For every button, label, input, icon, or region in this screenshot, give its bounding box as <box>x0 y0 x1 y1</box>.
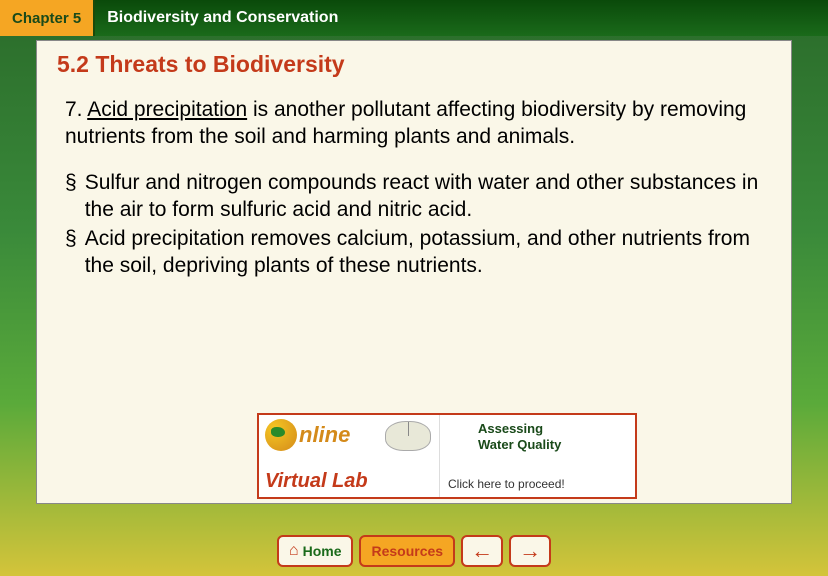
chapter-badge: Chapter 5 <box>0 0 95 36</box>
resources-button[interactable]: Resources <box>359 535 455 567</box>
virtual-lab-box[interactable]: nline Virtual Lab Assessing Water Qualit… <box>257 413 637 499</box>
home-icon: ⌂ <box>289 542 299 560</box>
arrow-left-icon: ← <box>471 538 493 564</box>
bullet-text: Acid precipitation removes calcium, pota… <box>85 225 771 280</box>
virtual-lab-info: Assessing Water Quality Click here to pr… <box>439 415 635 497</box>
bullet-list: § Sulfur and nitrogen compounds react wi… <box>57 169 771 280</box>
forward-button[interactable]: → <box>509 535 551 567</box>
bullet-item: § Acid precipitation removes calcium, po… <box>65 225 771 280</box>
lab-title: Assessing Water Quality <box>448 421 627 452</box>
bottom-nav: ⌂ Home Resources ← → <box>0 532 828 570</box>
virtual-lab-text: Virtual Lab <box>265 470 433 493</box>
globe-icon <box>265 419 297 451</box>
home-label: Home <box>303 543 342 559</box>
back-button[interactable]: ← <box>461 535 503 567</box>
arrow-right-icon: → <box>519 538 541 564</box>
chapter-label: Chapter 5 <box>12 10 81 27</box>
body-text: 7. Acid precipitation is another polluta… <box>57 96 771 280</box>
content-panel: 5.2 Threats to Biodiversity 7. Acid prec… <box>36 40 792 504</box>
online-text: nline <box>299 422 350 448</box>
click-prompt: Click here to proceed! <box>448 477 627 491</box>
mouse-icon <box>385 421 431 451</box>
resources-label: Resources <box>371 543 443 559</box>
home-button[interactable]: ⌂ Home <box>277 535 354 567</box>
header-bar: Chapter 5 Biodiversity and Conservation <box>0 0 828 36</box>
item-number: 7. <box>65 98 83 121</box>
bullet-item: § Sulfur and nitrogen compounds react wi… <box>65 169 771 224</box>
key-term: Acid precipitation <box>87 98 247 121</box>
chapter-title: Biodiversity and Conservation <box>95 0 350 36</box>
slide-container: Chapter 5 Biodiversity and Conservation … <box>0 0 828 576</box>
bullet-icon: § <box>65 169 77 224</box>
bullet-icon: § <box>65 225 77 280</box>
section-title: 5.2 Threats to Biodiversity <box>57 51 771 78</box>
numbered-item: 7. Acid precipitation is another polluta… <box>57 96 771 151</box>
virtual-lab-logo: nline Virtual Lab <box>259 415 439 497</box>
bullet-text: Sulfur and nitrogen compounds react with… <box>85 169 771 224</box>
